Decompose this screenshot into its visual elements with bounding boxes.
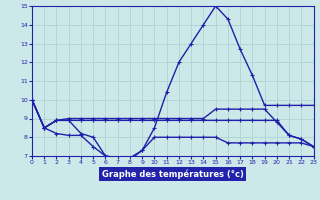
X-axis label: Graphe des températures (°c): Graphe des températures (°c)	[102, 169, 244, 179]
